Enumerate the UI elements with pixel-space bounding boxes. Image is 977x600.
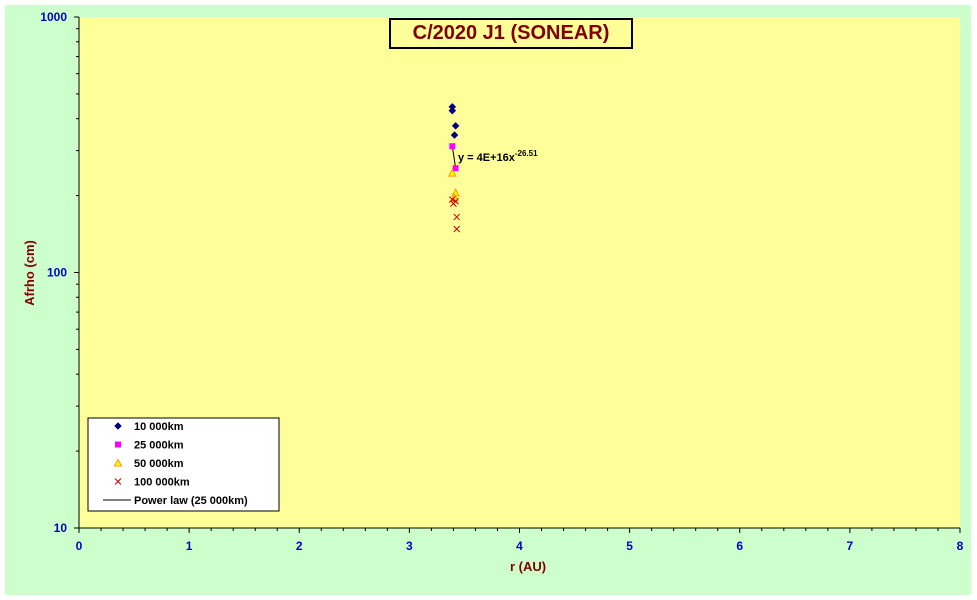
data-point-square	[452, 165, 459, 172]
legend-marker-x	[114, 478, 122, 485]
trendline-group	[451, 146, 457, 169]
x-tick-label: 5	[626, 539, 633, 553]
data-point-x	[453, 213, 461, 221]
trendline	[451, 146, 457, 169]
x-tick-label: 6	[736, 539, 743, 553]
y-tick-label: 100	[47, 266, 67, 280]
y-tick-label: 10	[54, 521, 68, 535]
data-point-x	[448, 196, 456, 203]
data-point-square	[449, 143, 456, 150]
legend-marker-triangle	[113, 458, 123, 467]
data-point-diamond	[450, 131, 459, 139]
x-axis-title: r (AU)	[510, 559, 546, 574]
data-point-diamond	[448, 106, 457, 115]
legend: 10 000km 25 000km 50 000km 100 000km Power l…	[87, 417, 280, 512]
legend-label: 50 000km	[134, 458, 184, 470]
y-axis-title: Afrho (cm)	[22, 240, 37, 306]
chart-title-box: C/2020 J1 (SONEAR)	[389, 18, 633, 49]
legend-label: 100 000km	[134, 477, 190, 489]
trendline-equation: y = 4E+16x-26.51	[458, 149, 538, 164]
equation-exponent: -26.51	[515, 149, 538, 158]
legend-label: 10 000km	[134, 421, 184, 433]
data-points	[447, 102, 461, 233]
x-tick-label: 4	[516, 539, 523, 553]
legend-label: Power law (25 000km)	[134, 495, 248, 507]
data-point-x	[450, 200, 457, 207]
data-point-x	[453, 225, 461, 233]
data-point-diamond	[451, 121, 460, 130]
x-tick-label: 2	[296, 539, 303, 553]
x-tick-label: 1	[186, 539, 193, 553]
y-axis-ticks: 10 100 1000	[40, 10, 79, 535]
legend-label: 25 000km	[134, 440, 184, 452]
legend-marker-square	[115, 441, 121, 448]
x-tick-label: 0	[76, 539, 83, 553]
chart-title: C/2020 J1 (SONEAR)	[412, 22, 610, 44]
equation-base: y = 4E+16x	[458, 152, 516, 164]
x-tick-label: 3	[406, 539, 413, 553]
x-axis-ticks: 0 1 2 3 4 5 6 7 8	[76, 528, 964, 553]
x-tick-label: 7	[847, 539, 854, 553]
data-point-triangle	[447, 168, 457, 177]
y-tick-label: 1000	[40, 10, 67, 24]
legend-marker-diamond	[114, 422, 122, 430]
x-tick-label: 8	[957, 539, 964, 553]
